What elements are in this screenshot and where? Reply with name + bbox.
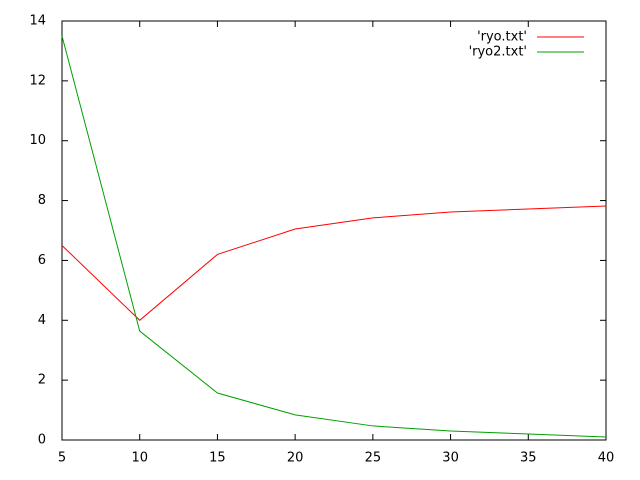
y-tick-label: 0 <box>38 433 46 448</box>
x-tick-label: 40 <box>598 451 615 466</box>
x-tick-label: 5 <box>58 451 66 466</box>
y-tick-label: 10 <box>29 133 46 148</box>
y-tick-label: 12 <box>29 73 46 88</box>
series-line <box>61 205 607 321</box>
x-tick-label: 25 <box>365 451 382 466</box>
x-tick-label: 20 <box>287 451 304 466</box>
x-tick-label: 30 <box>442 451 459 466</box>
x-tick-label: 10 <box>131 451 148 466</box>
x-tick-label: 15 <box>209 451 226 466</box>
y-tick-label: 8 <box>38 193 46 208</box>
x-tick-label: 35 <box>520 451 537 466</box>
y-tick-label: 14 <box>29 14 46 29</box>
series-line <box>61 35 607 438</box>
legend-label: 'ryo.txt' <box>477 30 527 45</box>
plot-border <box>61 20 607 441</box>
y-tick-label: 2 <box>38 373 46 388</box>
legend-label: 'ryo2.txt' <box>469 45 527 60</box>
y-tick-label: 6 <box>38 253 46 268</box>
y-tick-label: 4 <box>38 313 46 328</box>
